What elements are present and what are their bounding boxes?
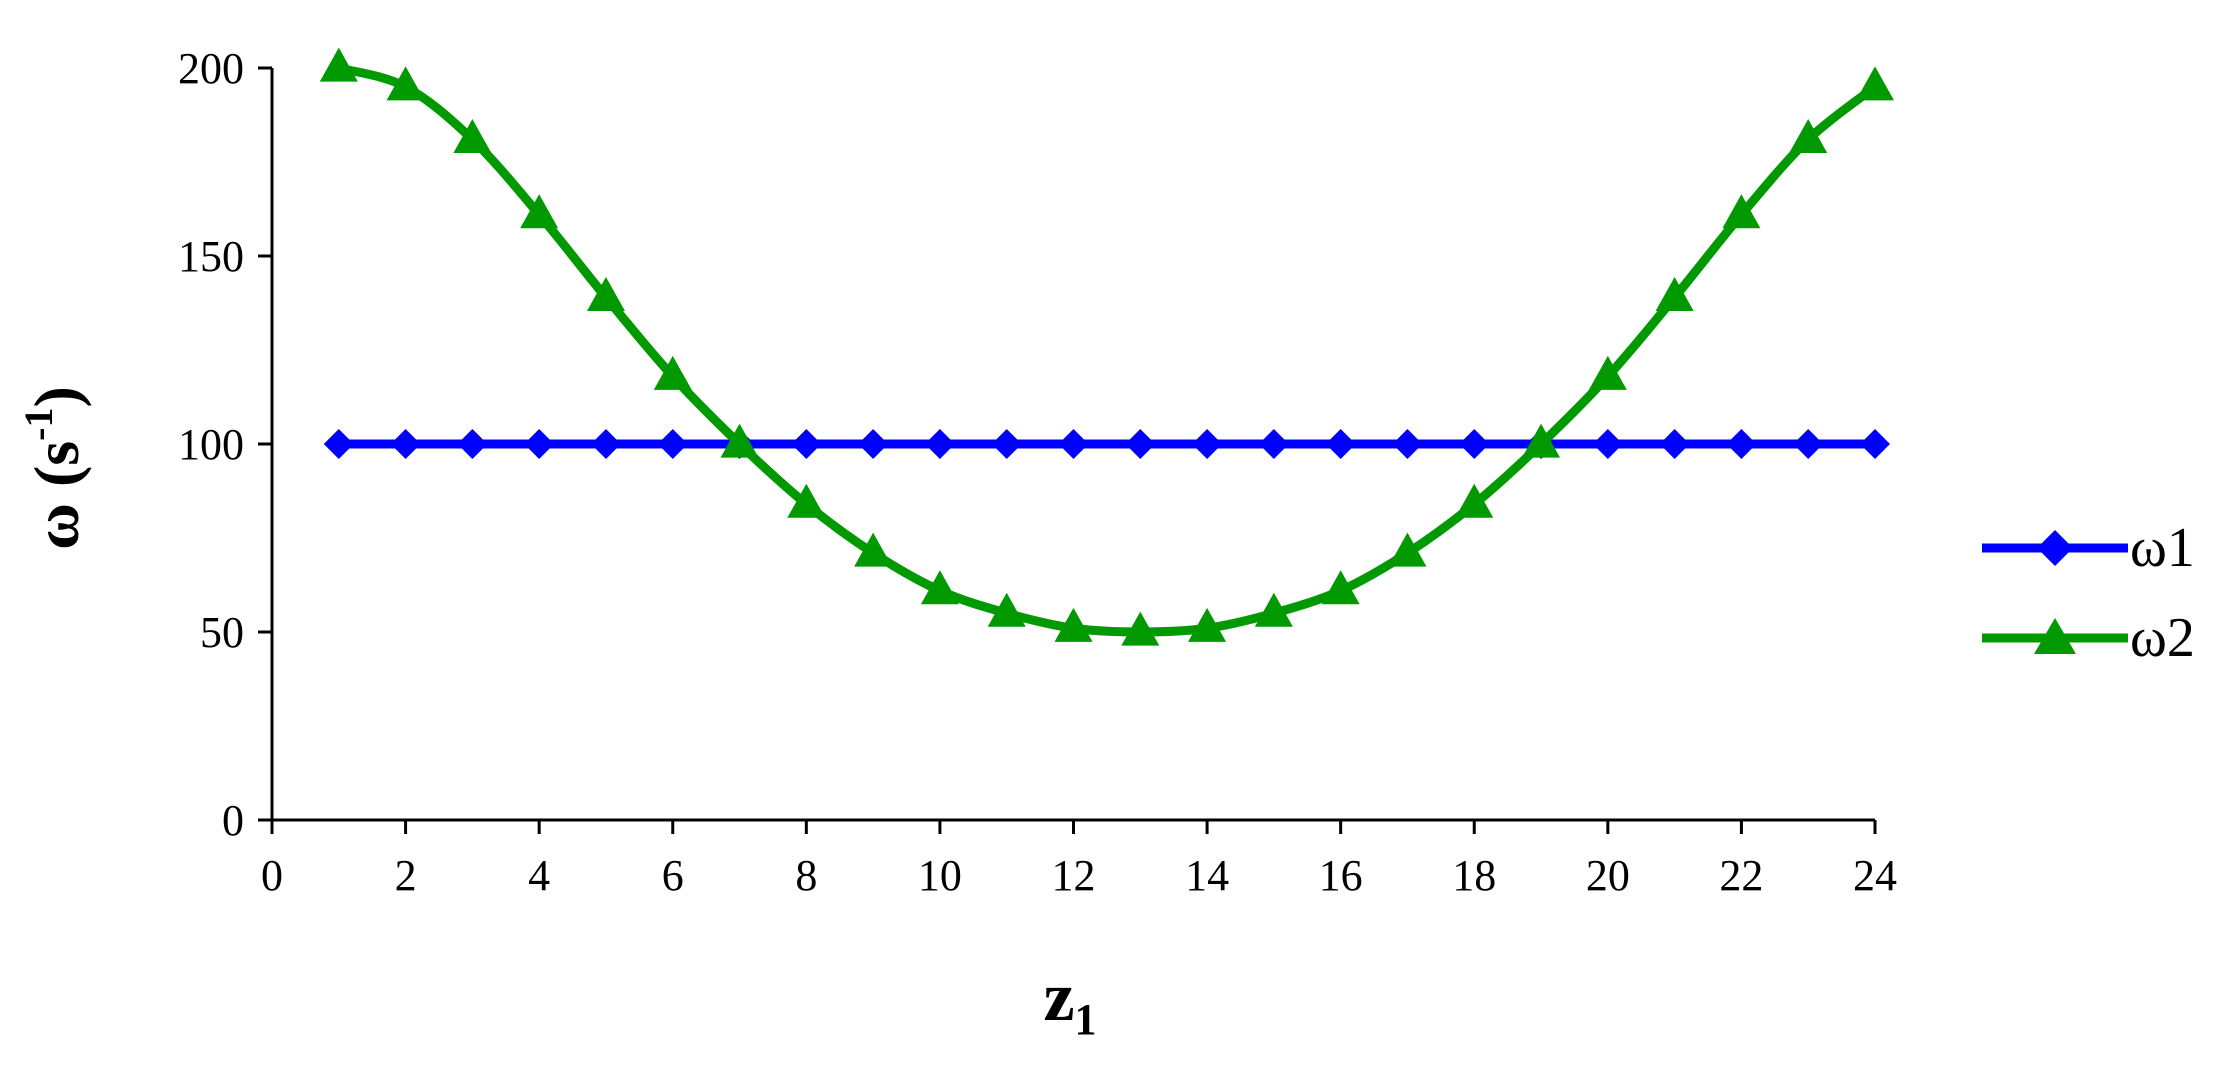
x-tick-label: 14	[1185, 851, 1229, 900]
data-point-omega2	[1188, 607, 1227, 642]
data-point-omega1	[1659, 429, 1690, 459]
data-point-omega1	[1325, 429, 1356, 459]
data-point-omega2	[920, 570, 959, 605]
data-point-omega1	[1392, 429, 1423, 459]
data-point-omega2	[1455, 483, 1494, 518]
data-point-omega2	[1789, 119, 1828, 154]
x-axis-title: z1	[1043, 959, 1096, 1044]
x-tick-label: 22	[1719, 851, 1763, 900]
data-point-omega2	[586, 276, 625, 311]
data-point-omega2	[787, 483, 826, 518]
data-point-omega2	[1121, 611, 1160, 646]
data-point-omega2	[1254, 592, 1293, 627]
data-point-omega1	[924, 429, 955, 459]
data-point-omega2	[520, 194, 559, 229]
x-tick-label: 2	[395, 851, 417, 900]
legend-label-omega1: ω1	[2130, 517, 2195, 579]
data-point-omega2	[1388, 532, 1427, 567]
x-tick-label: 18	[1452, 851, 1496, 900]
y-tick-label: 100	[178, 420, 244, 469]
data-point-omega1	[1258, 429, 1289, 459]
series-omega1	[323, 429, 1890, 459]
data-point-omega2	[987, 592, 1026, 627]
data-point-omega1	[991, 429, 1022, 459]
data-point-omega1	[590, 429, 621, 459]
x-tick-label: 12	[1052, 851, 1096, 900]
data-point-omega1	[1192, 429, 1223, 459]
legend-item-omega1: ω1	[1982, 517, 2195, 579]
x-tick-label: 0	[261, 851, 283, 900]
data-point-omega2	[720, 423, 759, 458]
data-point-omega1	[1860, 429, 1890, 459]
x-tick-label: 20	[1586, 851, 1630, 900]
data-point-omega2	[386, 66, 425, 101]
data-point-omega2	[1655, 276, 1694, 311]
data-point-omega2	[1522, 423, 1561, 458]
x-tick-label: 4	[528, 851, 550, 900]
data-point-omega1	[1058, 429, 1089, 459]
x-tick-label: 6	[662, 851, 684, 900]
x-tick-label: 24	[1853, 851, 1897, 900]
y-tick-label: 0	[222, 796, 244, 845]
data-point-omega1	[1726, 429, 1757, 459]
data-point-omega2	[1856, 66, 1894, 101]
data-point-omega1	[657, 429, 688, 459]
data-point-omega1	[1125, 429, 1156, 459]
data-point-omega1	[791, 429, 822, 459]
data-point-omega2	[1722, 194, 1761, 229]
series-omega2	[319, 47, 1894, 646]
x-tick-label: 16	[1319, 851, 1363, 900]
legend-label-omega2: ω2	[2130, 607, 2195, 669]
x-tick-label: 10	[918, 851, 962, 900]
data-point-omega2	[1321, 570, 1360, 605]
data-point-omega1	[323, 429, 354, 459]
data-point-omega1	[457, 429, 488, 459]
data-point-omega2	[1588, 355, 1627, 390]
legend: ω1 ω2	[1982, 517, 2195, 669]
data-point-omega2	[453, 119, 492, 154]
data-point-omega2	[854, 532, 893, 567]
data-point-omega2	[1054, 607, 1093, 642]
data-point-omega1	[390, 429, 421, 459]
series-line-omega2	[337, 63, 1878, 637]
data-point-omega1	[524, 429, 555, 459]
legend-marker-omega1	[2037, 530, 2073, 566]
y-axis-title: ω (s-1)	[16, 386, 92, 550]
x-axis-ticks: 0 2 4 6 8 10 12 14 16 18 20 22 24	[261, 820, 1897, 900]
data-point-omega2	[319, 47, 358, 82]
x-tick-label: 8	[795, 851, 817, 900]
y-tick-label: 50	[200, 608, 244, 657]
series-layer	[319, 47, 1894, 646]
data-point-omega1	[1592, 429, 1623, 459]
y-tick-label: 150	[178, 232, 244, 281]
data-point-omega1	[1793, 429, 1824, 459]
y-tick-label: 200	[178, 44, 244, 93]
legend-marker-omega2	[2034, 618, 2076, 654]
y-axis-ticks: 0 50 100 150 200	[178, 44, 272, 845]
data-point-omega2	[653, 355, 692, 390]
data-point-omega1	[1459, 429, 1490, 459]
legend-item-omega2: ω2	[1982, 607, 2195, 669]
data-point-omega1	[858, 429, 889, 459]
